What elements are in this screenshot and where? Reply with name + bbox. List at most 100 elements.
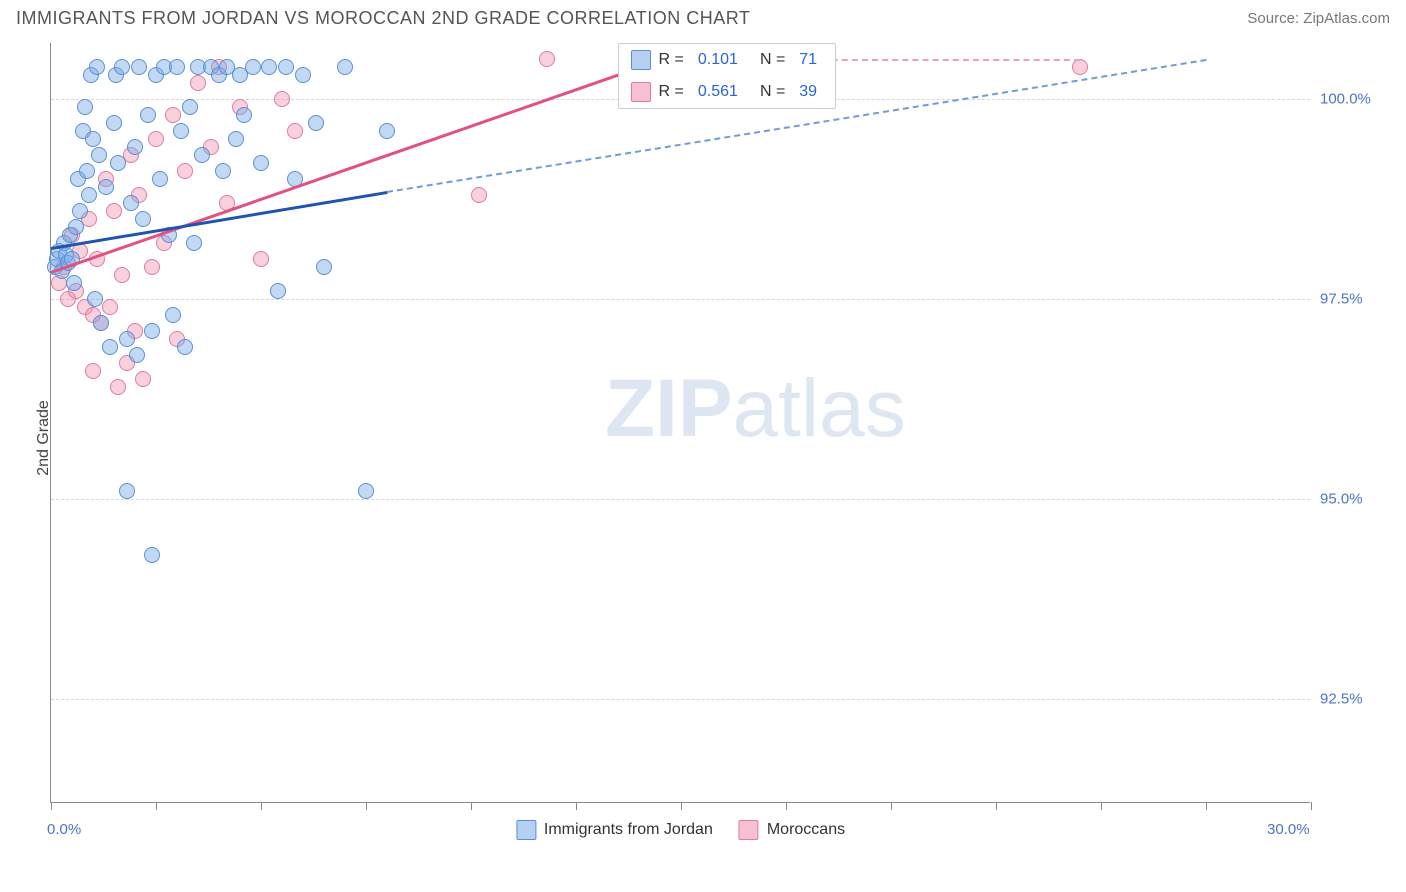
x-tick bbox=[1101, 802, 1102, 810]
data-point-jordan bbox=[98, 179, 114, 195]
gridline bbox=[51, 499, 1310, 500]
data-point-jordan bbox=[72, 203, 88, 219]
stats-legend: R =0.101N =71R =0.561N =39 bbox=[618, 43, 837, 109]
legend-label: Immigrants from Jordan bbox=[544, 821, 713, 839]
source-name: ZipAtlas.com bbox=[1303, 10, 1390, 27]
x-tick bbox=[261, 802, 262, 810]
x-tick bbox=[786, 802, 787, 810]
r-value: 0.561 bbox=[692, 83, 744, 101]
r-label: R = bbox=[659, 51, 684, 69]
data-point-moroccan bbox=[253, 251, 269, 267]
data-point-jordan bbox=[131, 59, 147, 75]
data-point-jordan bbox=[215, 163, 231, 179]
data-point-moroccan bbox=[539, 51, 555, 67]
data-point-jordan bbox=[110, 155, 126, 171]
data-point-jordan bbox=[152, 171, 168, 187]
gridline bbox=[51, 299, 1310, 300]
data-point-jordan bbox=[87, 291, 103, 307]
data-point-jordan bbox=[135, 211, 151, 227]
data-point-jordan bbox=[89, 59, 105, 75]
chart-header: IMMIGRANTS FROM JORDAN VS MOROCCAN 2ND G… bbox=[0, 0, 1406, 33]
chart-title: IMMIGRANTS FROM JORDAN VS MOROCCAN 2ND G… bbox=[16, 8, 750, 29]
x-tick bbox=[1206, 802, 1207, 810]
data-point-moroccan bbox=[165, 107, 181, 123]
chart-source: Source: ZipAtlas.com bbox=[1247, 10, 1390, 27]
x-tick bbox=[576, 802, 577, 810]
data-point-jordan bbox=[127, 139, 143, 155]
y-tick-label: 95.0% bbox=[1320, 491, 1390, 508]
data-point-jordan bbox=[261, 59, 277, 75]
data-point-jordan bbox=[85, 131, 101, 147]
x-tick bbox=[51, 802, 52, 810]
n-value: 39 bbox=[793, 83, 823, 101]
data-point-jordan bbox=[316, 259, 332, 275]
data-point-jordan bbox=[123, 195, 139, 211]
plot-region: ZIPatlas 100.0%97.5%95.0%92.5%0.0%30.0%R… bbox=[50, 43, 1310, 803]
data-point-jordan bbox=[79, 163, 95, 179]
chart-area: 2nd Grade ZIPatlas 100.0%97.5%95.0%92.5%… bbox=[0, 33, 1406, 843]
data-point-moroccan bbox=[85, 363, 101, 379]
x-tick bbox=[681, 802, 682, 810]
data-point-jordan bbox=[114, 59, 130, 75]
data-point-jordan bbox=[77, 99, 93, 115]
data-point-jordan bbox=[129, 347, 145, 363]
trend-moroccan-solid bbox=[51, 59, 661, 274]
watermark-bold: ZIP bbox=[605, 363, 733, 454]
x-tick bbox=[156, 802, 157, 810]
series-legend-item: Moroccans bbox=[739, 820, 845, 840]
stats-legend-row: R =0.101N =71 bbox=[619, 44, 836, 76]
data-point-moroccan bbox=[1072, 59, 1088, 75]
n-label: N = bbox=[752, 83, 785, 101]
data-point-jordan bbox=[93, 315, 109, 331]
data-point-moroccan bbox=[102, 299, 118, 315]
watermark-light: atlas bbox=[733, 363, 906, 454]
y-tick-label: 97.5% bbox=[1320, 291, 1390, 308]
data-point-jordan bbox=[144, 323, 160, 339]
data-point-moroccan bbox=[190, 75, 206, 91]
data-point-moroccan bbox=[274, 91, 290, 107]
data-point-jordan bbox=[66, 275, 82, 291]
data-point-moroccan bbox=[287, 123, 303, 139]
data-point-jordan bbox=[358, 483, 374, 499]
series-legend-item: Immigrants from Jordan bbox=[516, 820, 713, 840]
n-value: 71 bbox=[793, 51, 823, 69]
r-value: 0.101 bbox=[692, 51, 744, 69]
data-point-jordan bbox=[91, 147, 107, 163]
data-point-moroccan bbox=[106, 203, 122, 219]
data-point-jordan bbox=[337, 59, 353, 75]
data-point-jordan bbox=[379, 123, 395, 139]
data-point-jordan bbox=[169, 59, 185, 75]
data-point-jordan bbox=[177, 339, 193, 355]
x-tick bbox=[1311, 802, 1312, 810]
source-prefix: Source: bbox=[1247, 10, 1303, 27]
data-point-jordan bbox=[308, 115, 324, 131]
x-max-label: 30.0% bbox=[1267, 821, 1310, 838]
y-tick-label: 100.0% bbox=[1320, 91, 1390, 108]
legend-swatch bbox=[516, 820, 536, 840]
data-point-jordan bbox=[140, 107, 156, 123]
x-tick bbox=[366, 802, 367, 810]
legend-swatch bbox=[631, 50, 651, 70]
data-point-jordan bbox=[186, 235, 202, 251]
x-min-label: 0.0% bbox=[47, 821, 81, 838]
data-point-moroccan bbox=[135, 371, 151, 387]
data-point-jordan bbox=[119, 483, 135, 499]
data-point-jordan bbox=[144, 547, 160, 563]
data-point-moroccan bbox=[114, 267, 130, 283]
x-tick bbox=[471, 802, 472, 810]
data-point-jordan bbox=[228, 131, 244, 147]
data-point-jordan bbox=[102, 339, 118, 355]
data-point-jordan bbox=[173, 123, 189, 139]
data-point-jordan bbox=[245, 59, 261, 75]
data-point-jordan bbox=[119, 331, 135, 347]
data-point-jordan bbox=[81, 187, 97, 203]
gridline bbox=[51, 699, 1310, 700]
watermark: ZIPatlas bbox=[605, 362, 906, 456]
series-legend: Immigrants from Jordan Moroccans bbox=[516, 820, 845, 840]
data-point-moroccan bbox=[148, 131, 164, 147]
legend-swatch bbox=[739, 820, 759, 840]
r-label: R = bbox=[659, 83, 684, 101]
data-point-jordan bbox=[236, 107, 252, 123]
legend-label: Moroccans bbox=[767, 821, 845, 839]
data-point-jordan bbox=[68, 219, 84, 235]
